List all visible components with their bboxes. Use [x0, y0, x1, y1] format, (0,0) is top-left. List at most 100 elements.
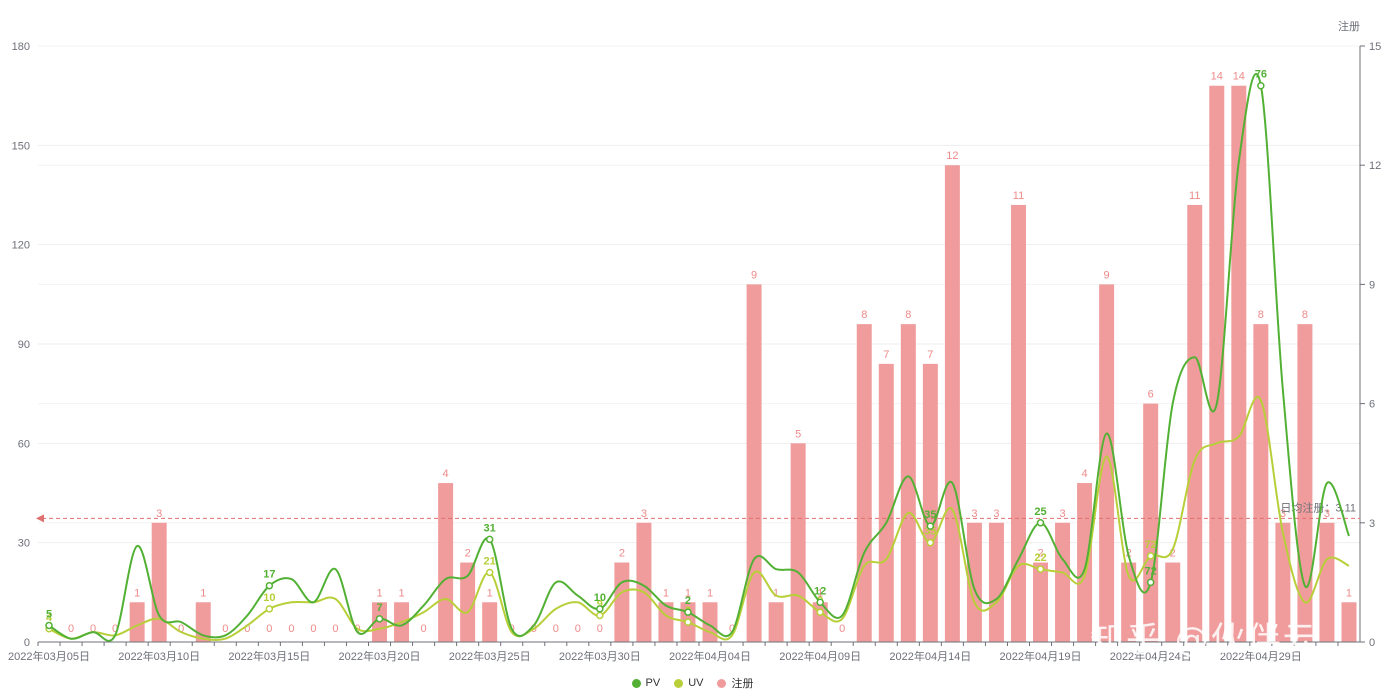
point-UV[interactable]: [926, 538, 935, 547]
bar-data-label: 2: [465, 548, 471, 560]
point-UV[interactable]: [684, 618, 692, 626]
legend: PV UV 注册: [0, 675, 1385, 691]
left-y-axis: 0 30 60 90 120 150 180: [12, 41, 30, 649]
bar-data-label: 1: [1346, 587, 1352, 599]
right-tick-label: 0: [1369, 637, 1375, 649]
left-tick-label: 150: [12, 140, 30, 152]
point-UV[interactable]: [1146, 552, 1155, 560]
point-UV[interactable]: [1036, 565, 1045, 573]
bar-data-label: 1: [663, 587, 669, 599]
bar-data-label: 0: [244, 623, 250, 635]
bar-data-label: 3: [1324, 508, 1330, 520]
bar-注册[interactable]: [1209, 85, 1225, 642]
bar-注册[interactable]: [1341, 602, 1357, 642]
point-PV[interactable]: [816, 598, 824, 607]
bar-注册[interactable]: [746, 284, 762, 642]
legend-label-uv: UV: [688, 677, 704, 689]
bar-注册[interactable]: [1099, 284, 1115, 642]
bar-注册[interactable]: [1143, 403, 1159, 642]
bar-注册[interactable]: [878, 363, 894, 642]
legend-item-uv[interactable]: UV: [674, 675, 703, 691]
line-PV[interactable]: [48, 72, 1350, 642]
point-UV[interactable]: [596, 611, 604, 620]
line-series: 410219293522725177311021235257276: [45, 69, 1350, 642]
bar-data-label: 1: [817, 587, 823, 599]
pv-swatch-icon: [631, 678, 641, 688]
bar-注册[interactable]: [438, 483, 454, 642]
bar-data-label: 3: [971, 508, 977, 520]
bar-注册[interactable]: [1231, 85, 1247, 642]
bar-注册[interactable]: [636, 522, 652, 642]
bar-注册[interactable]: [922, 363, 938, 642]
bar-data-label: 8: [1302, 309, 1308, 321]
right-y-axis: 0 3 6 9 12 15: [1359, 41, 1381, 649]
bar-注册[interactable]: [900, 324, 916, 642]
point-PV[interactable]: [265, 581, 274, 590]
bar-注册[interactable]: [460, 562, 476, 642]
bar-data-label: 0: [90, 623, 96, 635]
legend-item-register[interactable]: 注册: [717, 675, 753, 691]
point-PV[interactable]: [684, 608, 692, 616]
bar-注册[interactable]: [1077, 483, 1093, 642]
bar-注册[interactable]: [1187, 204, 1203, 642]
left-tick-label: 30: [18, 538, 30, 550]
bar-data-label: 3: [641, 508, 647, 520]
right-tick-label: 15: [1369, 41, 1381, 53]
bar-注册[interactable]: [1121, 562, 1137, 642]
markline-arrow-icon: [36, 514, 44, 523]
bar-注册[interactable]: [702, 602, 718, 642]
bar-注册[interactable]: [790, 443, 806, 642]
point-label-UV: 10: [263, 592, 275, 604]
bar-注册[interactable]: [1297, 324, 1313, 642]
point-PV[interactable]: [45, 621, 53, 630]
bar-注册[interactable]: [482, 602, 498, 642]
bar-注册[interactable]: [195, 602, 211, 642]
point-UV[interactable]: [816, 608, 824, 616]
bar-注册[interactable]: [1165, 562, 1181, 642]
legend-item-pv[interactable]: PV: [631, 675, 661, 691]
bar-注册[interactable]: [1010, 204, 1026, 642]
bar-data-label: 1: [134, 587, 140, 599]
bar-注册[interactable]: [1319, 522, 1335, 642]
bar-data-label: 1: [398, 587, 404, 599]
bar-注册[interactable]: [1033, 562, 1049, 642]
bar-data-label: 0: [288, 623, 294, 635]
bar-注册[interactable]: [151, 522, 167, 642]
bar-注册[interactable]: [856, 324, 872, 642]
point-label-PV: 35: [924, 509, 936, 521]
bar-注册[interactable]: [988, 522, 1004, 642]
bar-data-label: 4: [1082, 468, 1088, 480]
point-label-PV: 10: [594, 592, 606, 604]
bar-data-label: 8: [861, 309, 867, 321]
bar-data-label: 2: [1170, 548, 1176, 560]
point-label-PV: 25: [1034, 506, 1046, 518]
bar-data-label: 3: [1059, 508, 1065, 520]
bar-data-label: 14: [1233, 71, 1245, 83]
bar-注册[interactable]: [768, 602, 784, 642]
bar-data-label: 0: [421, 623, 427, 635]
bar-data-label: 1: [707, 587, 713, 599]
right-tick-label: 9: [1369, 279, 1375, 291]
bar-注册[interactable]: [614, 562, 630, 642]
point-PV[interactable]: [485, 535, 494, 544]
bar-注册[interactable]: [1055, 522, 1071, 642]
point-PV[interactable]: [375, 615, 384, 623]
bar-data-label: 12: [946, 150, 958, 162]
point-UV[interactable]: [485, 568, 494, 577]
bar-data-label: 1: [200, 587, 206, 599]
x-tick-label: 2022年04月04日: [669, 649, 751, 663]
point-PV[interactable]: [1036, 519, 1045, 527]
bar-注册[interactable]: [944, 165, 960, 642]
bar-注册[interactable]: [966, 522, 982, 642]
legend-label-pv: PV: [645, 677, 661, 689]
x-tick-label: 2022年04月24日: [1110, 649, 1192, 663]
point-PV[interactable]: [1257, 81, 1265, 90]
bar-data-label: 0: [729, 623, 735, 635]
bar-注册[interactable]: [129, 602, 145, 642]
bar-注册[interactable]: [1253, 324, 1269, 642]
point-label-UV: 9: [597, 599, 603, 611]
point-PV[interactable]: [1146, 578, 1155, 587]
point-PV[interactable]: [926, 522, 935, 530]
point-PV[interactable]: [596, 605, 604, 613]
point-UV[interactable]: [265, 605, 274, 613]
